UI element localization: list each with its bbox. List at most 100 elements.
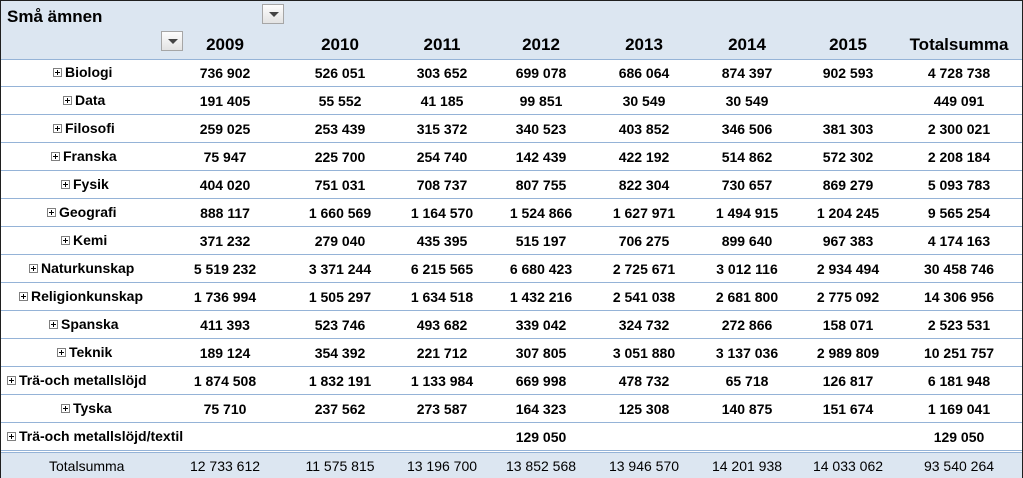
value-cell: 967 383 xyxy=(822,233,874,249)
row-label-text: Religionkunskap xyxy=(31,288,144,304)
table-row: Filosofi 259 025 253 439 315 372 340 523 403 … xyxy=(1,116,1022,143)
grand-total-2009: 12 733 612 xyxy=(189,458,261,474)
year-header-2015: 2015 xyxy=(829,35,867,54)
expand-icon[interactable] xyxy=(7,431,16,441)
row-label: Trä-och metallslöjd xyxy=(7,372,147,388)
row-label: Kemi xyxy=(61,232,107,248)
value-cell: 2 934 494 xyxy=(816,261,880,277)
value-cell: 279 040 xyxy=(314,233,366,249)
column-filter-dropdown[interactable] xyxy=(262,4,284,24)
value-cell: 30 549 xyxy=(622,93,666,109)
value-cell: 699 078 xyxy=(515,65,567,81)
value-cell: 1 494 915 xyxy=(715,205,779,221)
year-header-2014: 2014 xyxy=(728,35,766,54)
table-row: Trä-och metallslöjd/textil 129 050 129 050 xyxy=(1,424,1022,451)
expand-icon[interactable] xyxy=(47,207,56,217)
pivot-header: Små ämnen 2009 2010 2011 2012 2013 2014 … xyxy=(1,1,1022,60)
value-cell: 1 736 994 xyxy=(193,289,257,305)
value-cell: 730 657 xyxy=(721,177,773,193)
expand-icon[interactable] xyxy=(61,403,70,413)
expand-icon[interactable] xyxy=(61,235,70,245)
value-cell: 523 746 xyxy=(314,317,366,333)
value-cell: 30 549 xyxy=(725,93,769,109)
value-cell: 404 020 xyxy=(199,177,251,193)
expand-icon[interactable] xyxy=(53,67,62,77)
table-row: Naturkunskap 5 519 232 3 371 244 6 215 565 6… xyxy=(1,256,1022,283)
row-label: Geografi xyxy=(47,204,117,220)
table-row: Kemi 371 232 279 040 435 395 515 197 706 275 8… xyxy=(1,228,1022,255)
row-label: Filosofi xyxy=(53,120,115,136)
value-cell: 253 439 xyxy=(314,121,366,137)
row-label: Teknik xyxy=(57,344,112,360)
expand-icon[interactable] xyxy=(63,95,72,105)
row-label-text: Tyska xyxy=(73,400,112,416)
row-label-text: Franska xyxy=(63,148,117,164)
value-cell: 307 805 xyxy=(515,345,567,361)
year-header-2011: 2011 xyxy=(423,35,461,54)
value-cell: 55 552 xyxy=(318,93,362,109)
value-cell: 6 680 423 xyxy=(509,261,573,277)
value-cell: 869 279 xyxy=(822,177,874,193)
value-cell: 381 303 xyxy=(822,121,874,137)
value-cell: 5 519 232 xyxy=(193,261,257,277)
table-row: Tyska 75 710 237 562 273 587 164 323 125 308 1… xyxy=(1,396,1022,423)
expand-icon[interactable] xyxy=(29,263,38,273)
value-cell: 129 050 xyxy=(515,429,567,445)
row-label-text: Biologi xyxy=(65,64,113,80)
row-label: Biologi xyxy=(53,64,112,80)
row-label: Data xyxy=(63,92,105,108)
value-cell: 221 712 xyxy=(416,345,468,361)
grand-total-2015: 14 033 062 xyxy=(812,458,884,474)
expand-icon[interactable] xyxy=(19,291,28,301)
expand-icon[interactable] xyxy=(49,319,58,329)
value-cell: 874 397 xyxy=(721,65,773,81)
expand-icon[interactable] xyxy=(51,151,60,161)
table-row: Religionkunskap 1 736 994 1 505 297 1 634 5… xyxy=(1,284,1022,311)
value-cell: 435 395 xyxy=(416,233,468,249)
value-cell: 339 042 xyxy=(515,317,567,333)
expand-icon[interactable] xyxy=(61,179,70,189)
value-cell: 686 064 xyxy=(618,65,670,81)
value-cell: 3 012 116 xyxy=(716,261,778,277)
expand-icon[interactable] xyxy=(57,347,66,357)
value-cell: 3 137 036 xyxy=(715,345,779,361)
value-cell: 736 902 xyxy=(199,65,251,81)
row-label: Naturkunskap xyxy=(29,260,134,276)
row-total-cell: 2 300 021 xyxy=(927,121,991,137)
value-cell: 1 634 518 xyxy=(410,289,474,305)
row-total-cell: 129 050 xyxy=(933,429,985,445)
grand-total-2013: 13 946 570 xyxy=(608,458,680,474)
pivot-title: Små ämnen xyxy=(7,7,103,26)
value-cell: 2 989 809 xyxy=(816,345,880,361)
value-cell: 371 232 xyxy=(199,233,251,249)
row-label-text: Teknik xyxy=(69,344,113,360)
row-label-text: Trä-och metallslöjd xyxy=(19,372,147,388)
grand-total-row: Totalsumma 12 733 612 11 575 815 13 196 … xyxy=(1,452,1022,478)
value-cell: 403 852 xyxy=(618,121,670,137)
value-cell: 3 051 880 xyxy=(612,345,676,361)
value-cell: 493 682 xyxy=(416,317,468,333)
value-cell: 164 323 xyxy=(515,401,567,417)
value-cell: 2 775 092 xyxy=(816,289,880,305)
row-filter-dropdown[interactable] xyxy=(161,31,183,51)
value-cell: 324 732 xyxy=(618,317,670,333)
value-cell: 422 192 xyxy=(618,149,670,165)
value-cell: 1 505 297 xyxy=(308,289,372,305)
expand-icon[interactable] xyxy=(7,375,16,385)
value-cell: 902 593 xyxy=(822,65,874,81)
row-label: Franska xyxy=(51,148,117,164)
table-row: Data 191 405 55 552 41 185 99 851 30 549 30 54… xyxy=(1,88,1022,115)
grand-total-2010: 11 575 815 xyxy=(305,458,375,474)
value-cell: 1 204 245 xyxy=(816,205,880,221)
value-cell: 346 506 xyxy=(721,121,773,137)
value-cell: 708 737 xyxy=(416,177,468,193)
value-cell: 1 874 508 xyxy=(193,373,257,389)
table-row: Biologi 736 902 526 051 303 652 699 078 686 0… xyxy=(1,60,1022,87)
value-cell: 225 700 xyxy=(314,149,366,165)
row-label: Trä-och metallslöjd/textil xyxy=(7,428,183,444)
expand-icon[interactable] xyxy=(53,123,62,133)
year-header-2012: 2012 xyxy=(522,35,560,54)
value-cell: 75 710 xyxy=(203,401,247,417)
value-cell: 669 998 xyxy=(515,373,567,389)
value-cell: 41 185 xyxy=(420,93,464,109)
